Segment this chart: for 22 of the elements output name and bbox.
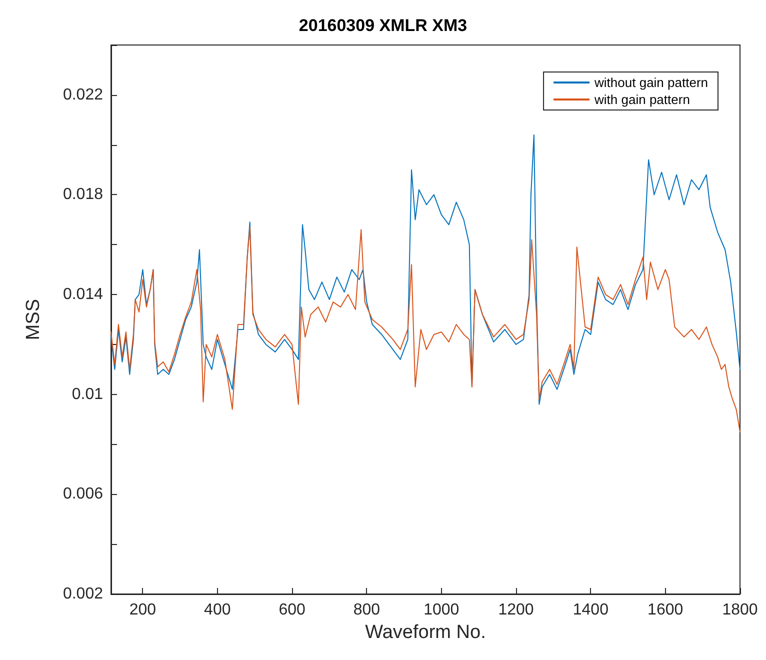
y-tick-label: 0.014 — [62, 286, 104, 304]
x-tick-label: 600 — [278, 602, 306, 618]
x-axis-title: Waveform No. — [365, 622, 486, 643]
x-tick-label: 800 — [353, 602, 380, 618]
chart-title: 20160309 XMLR XM3 — [298, 16, 468, 35]
legend-label: without gain pattern — [594, 75, 708, 90]
x-tick-label: 1400 — [572, 602, 609, 618]
y-tick-label: 0.018 — [62, 186, 104, 204]
x-tick-label: 1600 — [648, 602, 684, 618]
y-tick-label: 0.01 — [72, 386, 104, 403]
x-tick-label: 1800 — [722, 602, 758, 618]
x-tick-label: 200 — [129, 602, 156, 618]
x-tick-label: 1200 — [498, 602, 534, 618]
line-series — [110, 226, 740, 432]
legend-label: with gain pattern — [594, 92, 690, 107]
y-tick-label: 0.022 — [62, 86, 104, 104]
x-tick-label: 1000 — [424, 602, 460, 618]
x-tick-label: 400 — [204, 602, 231, 618]
y-tick-label: 0.002 — [62, 586, 104, 602]
y-tick-label: 0.006 — [62, 486, 104, 503]
line-series — [110, 134, 740, 405]
y-axis-title: MSS — [23, 298, 44, 340]
